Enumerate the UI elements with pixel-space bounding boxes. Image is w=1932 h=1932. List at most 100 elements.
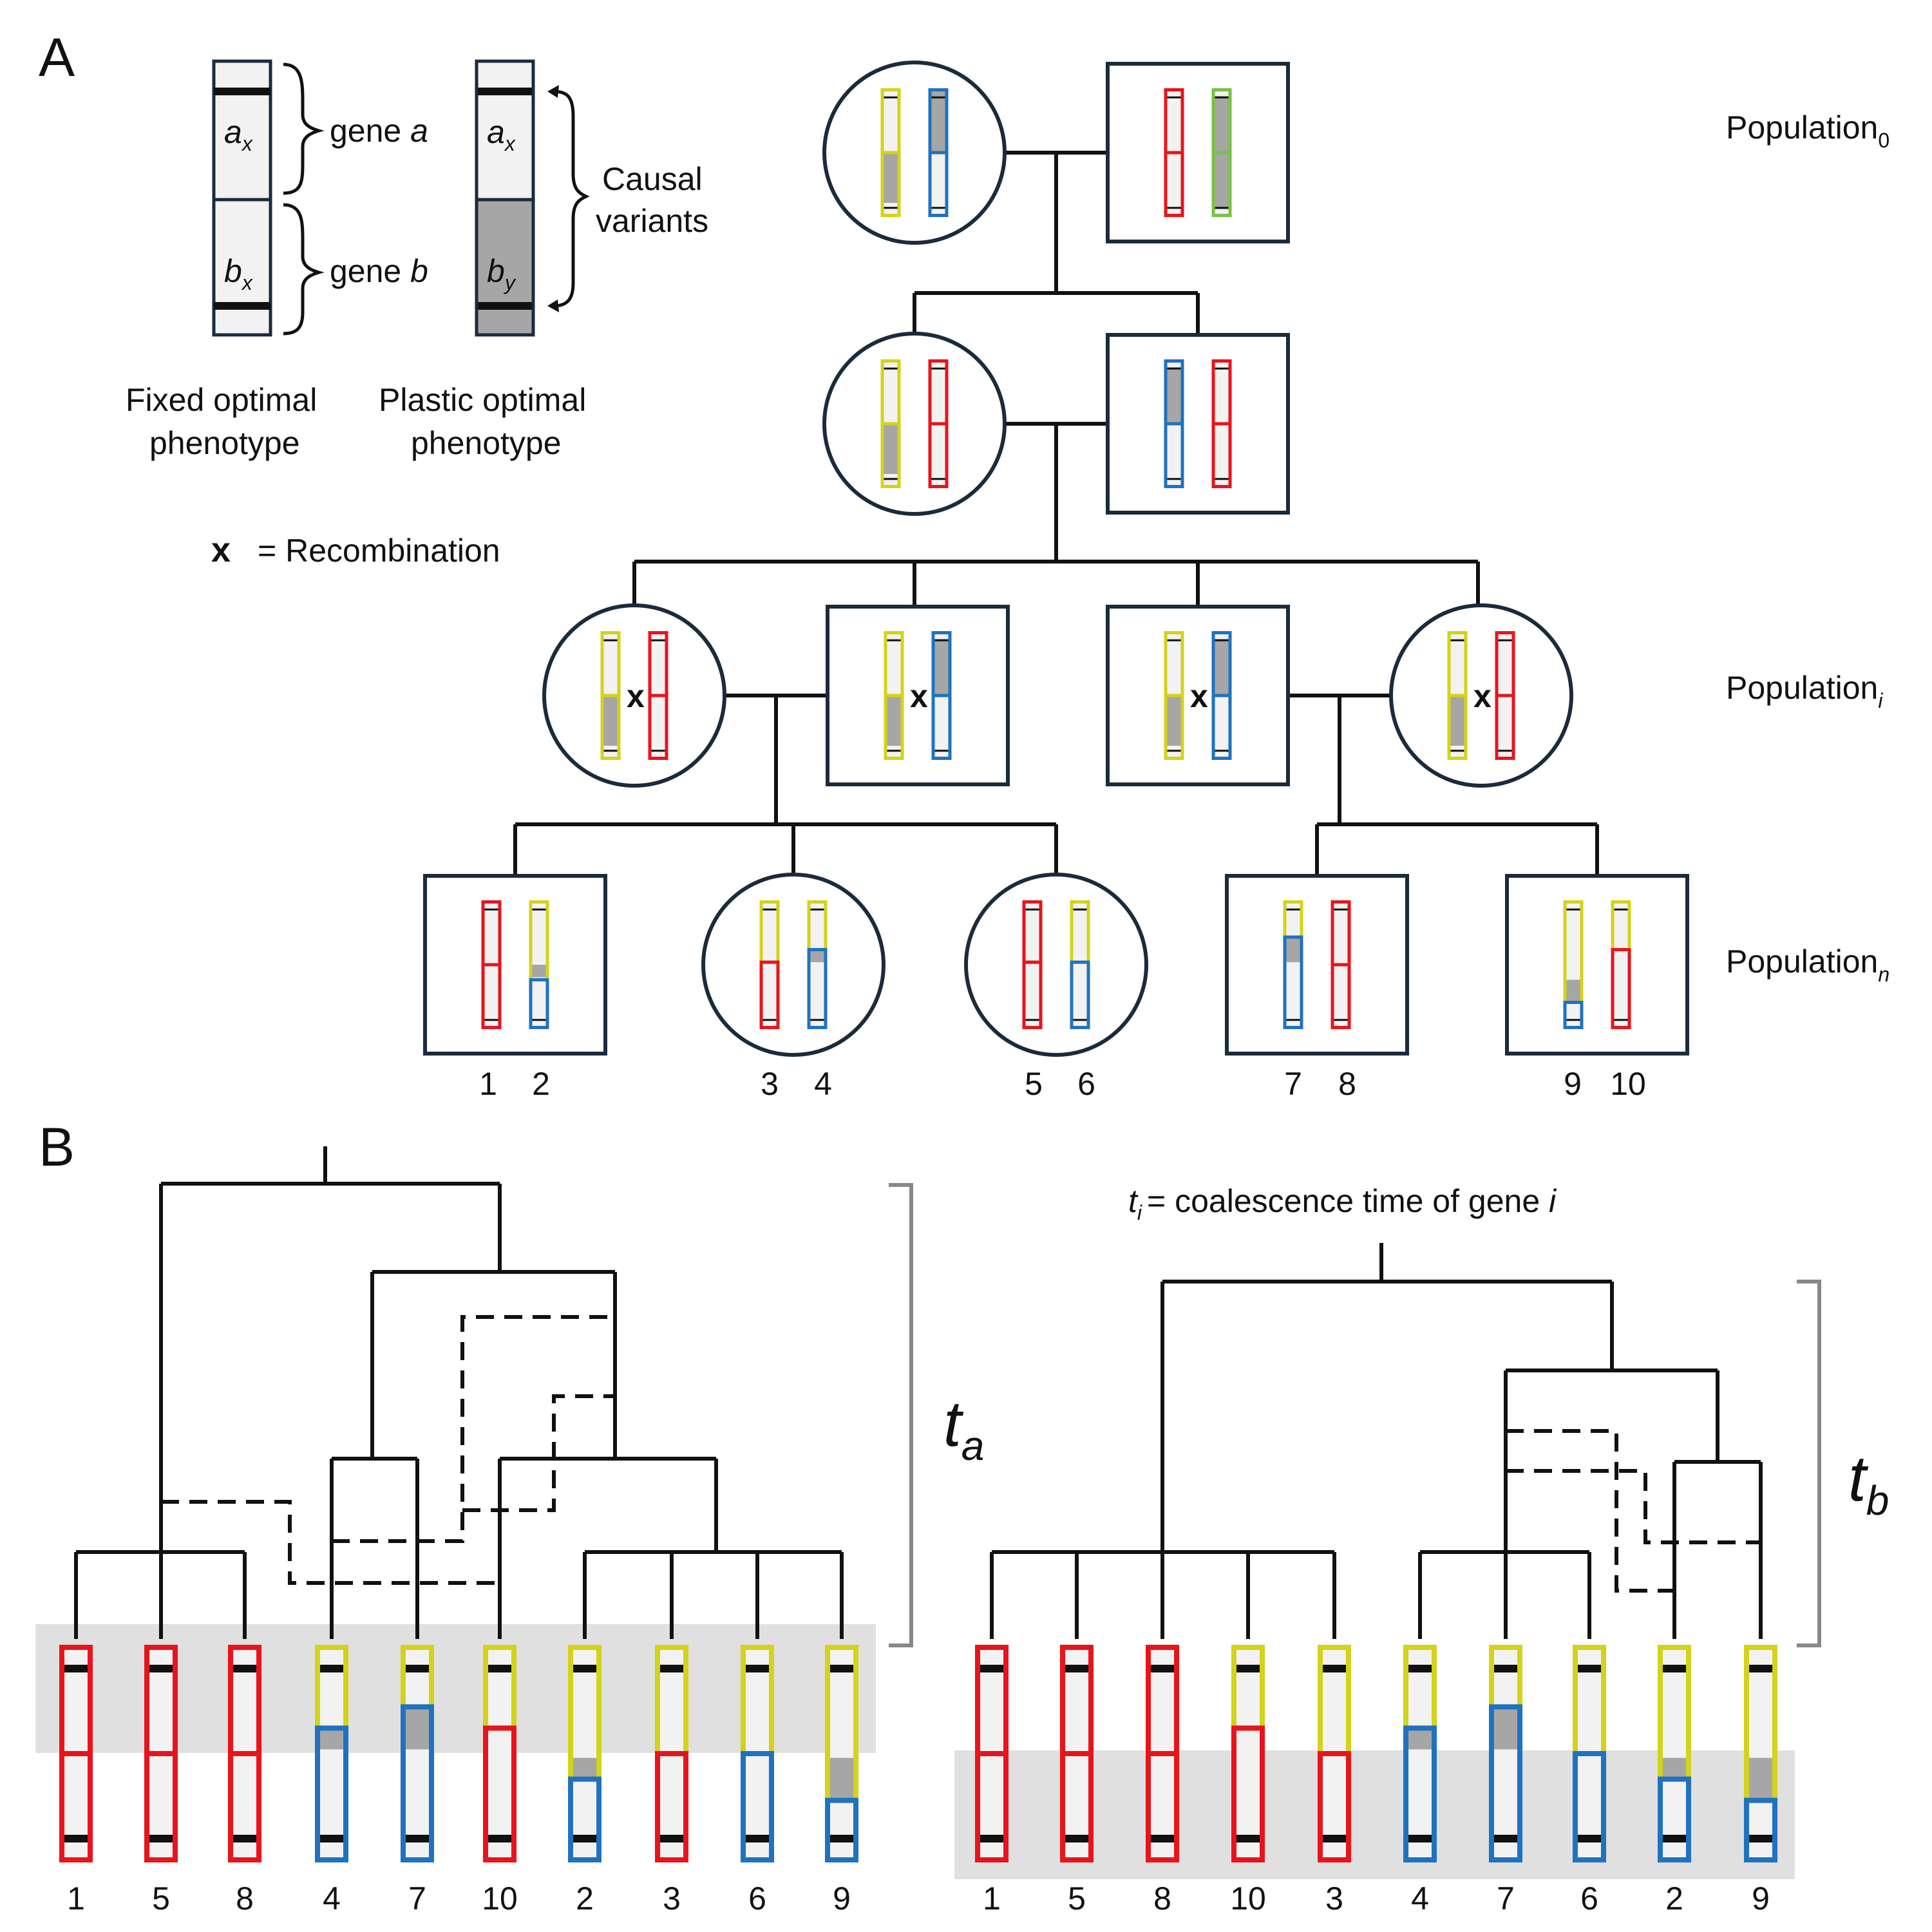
- offspring-label: 3: [761, 1066, 779, 1102]
- tree-a-recombination-paths: [161, 1315, 615, 1585]
- chromosome: [1070, 900, 1090, 1029]
- pedigree-lines: [513, 151, 1599, 875]
- chromosome: [1318, 1645, 1351, 1862]
- chromosome: [825, 1645, 858, 1863]
- chromosome: [1331, 900, 1351, 1029]
- chromosome: [1022, 900, 1043, 1029]
- chromosome: [1231, 1645, 1265, 1862]
- chromosome: [144, 1645, 178, 1862]
- tip-label: 2: [576, 1880, 594, 1917]
- chromosome: [1164, 88, 1184, 217]
- chromosome: [1611, 900, 1631, 1029]
- tb-label: tb: [1848, 1443, 1889, 1524]
- causal-variant: [602, 696, 619, 746]
- tree-b-tips: [975, 1645, 1777, 1863]
- plastic-line2: phenotype: [411, 425, 562, 461]
- causal-variant: [1449, 696, 1466, 746]
- chromosome: [600, 631, 621, 760]
- allele-bx-label: bx: [224, 253, 253, 294]
- tip-label: 8: [236, 1880, 254, 1917]
- offspring-label: 5: [1025, 1066, 1043, 1102]
- chromosome: [483, 1645, 516, 1862]
- tip-label: 2: [1665, 1880, 1683, 1917]
- chromosome: [884, 631, 904, 760]
- recombination-symbol: x: [211, 531, 231, 569]
- tip-label: 1: [67, 1880, 85, 1917]
- causal-variant: [1406, 1728, 1434, 1750]
- offspring-label: 7: [1284, 1066, 1302, 1102]
- chromosome: [1563, 900, 1584, 1029]
- male-individual: x: [1106, 605, 1290, 786]
- allele-ax-label: ax: [224, 114, 253, 155]
- tb-bracket: [1797, 1280, 1821, 1647]
- tip-label: 4: [1411, 1880, 1429, 1917]
- female-individual: x: [542, 603, 726, 788]
- arrow-head-icon: [547, 85, 559, 98]
- tip-label: 7: [408, 1880, 426, 1917]
- chromosome: [741, 1645, 774, 1862]
- causal-variant: [882, 424, 899, 474]
- chromosome: [1744, 1645, 1777, 1863]
- offspring-label: 4: [814, 1066, 832, 1102]
- legend-fixed-chromosome: ax bx: [212, 59, 272, 337]
- chromosome: [1060, 1645, 1094, 1862]
- chromosome: [1489, 1645, 1522, 1862]
- recombination-text: = Recombination: [258, 533, 500, 569]
- offspring-label: 2: [532, 1066, 550, 1102]
- chromosome: [880, 88, 901, 217]
- allele-by-label: by: [487, 253, 516, 294]
- fixed-line2: phenotype: [149, 425, 300, 461]
- male-individual: [1225, 874, 1409, 1056]
- tree-a-tip-labels: 1 5 8 4 7 10 2 3 6 9: [67, 1880, 851, 1917]
- tree-a-tips: [59, 1645, 858, 1863]
- male-individual: [1106, 333, 1290, 515]
- allele-ax-plastic-label: ax: [487, 114, 516, 155]
- chromosome: [529, 900, 549, 1030]
- tip-label: 4: [323, 1880, 341, 1917]
- chromosome: [928, 88, 949, 217]
- tip-label: 3: [1325, 1880, 1343, 1917]
- recombination-marker: x: [910, 678, 928, 714]
- gene-b-brace: [283, 203, 325, 336]
- arrow-head-icon: [547, 299, 559, 312]
- chromosome: [1573, 1645, 1606, 1862]
- chromosome: [1495, 631, 1515, 760]
- offspring-label: 8: [1338, 1066, 1356, 1102]
- offspring-label: 9: [1564, 1066, 1582, 1102]
- causal-variant: [1166, 696, 1182, 746]
- female-individual: [822, 61, 1007, 245]
- ta-bracket: [889, 1183, 913, 1647]
- chromosome: [655, 1645, 688, 1862]
- causal-variant: [1213, 639, 1230, 696]
- chromosome: [880, 359, 901, 488]
- chromosome: [1403, 1645, 1437, 1862]
- causal-variants-brace: [553, 90, 590, 308]
- causal-variant: [1166, 367, 1182, 424]
- coalescence-definition: ti = coalescence time of gene i: [1128, 1183, 1557, 1224]
- legend-plastic-chromosome: ax by: [475, 59, 535, 337]
- tip-label: 6: [1580, 1880, 1598, 1917]
- causal-variant: [571, 1757, 599, 1779]
- causal-variant: [1660, 1757, 1689, 1779]
- gene-a-brace: [283, 62, 325, 195]
- chromosome: [1283, 900, 1303, 1029]
- chromosome: [1164, 631, 1184, 760]
- causal-variant: [886, 696, 902, 746]
- male-individual: x: [826, 605, 1010, 786]
- tree-a-branches: [74, 1146, 844, 1639]
- gene-b-highlight-band: [954, 1750, 1795, 1879]
- tip-label: 10: [1230, 1880, 1266, 1917]
- chromosome: [807, 900, 828, 1029]
- tip-label: 1: [983, 1880, 1001, 1917]
- causal-line2: variants: [596, 203, 708, 239]
- causal-variant: [531, 965, 547, 978]
- chromosome: [928, 359, 949, 488]
- female-individual: [701, 873, 886, 1057]
- offspring-label: 1: [479, 1066, 497, 1102]
- offspring-label: 6: [1077, 1066, 1095, 1102]
- chromosome: [1211, 88, 1232, 217]
- causal-variant: [882, 153, 899, 203]
- chromosome: [401, 1645, 434, 1862]
- tip-label: 8: [1153, 1880, 1171, 1917]
